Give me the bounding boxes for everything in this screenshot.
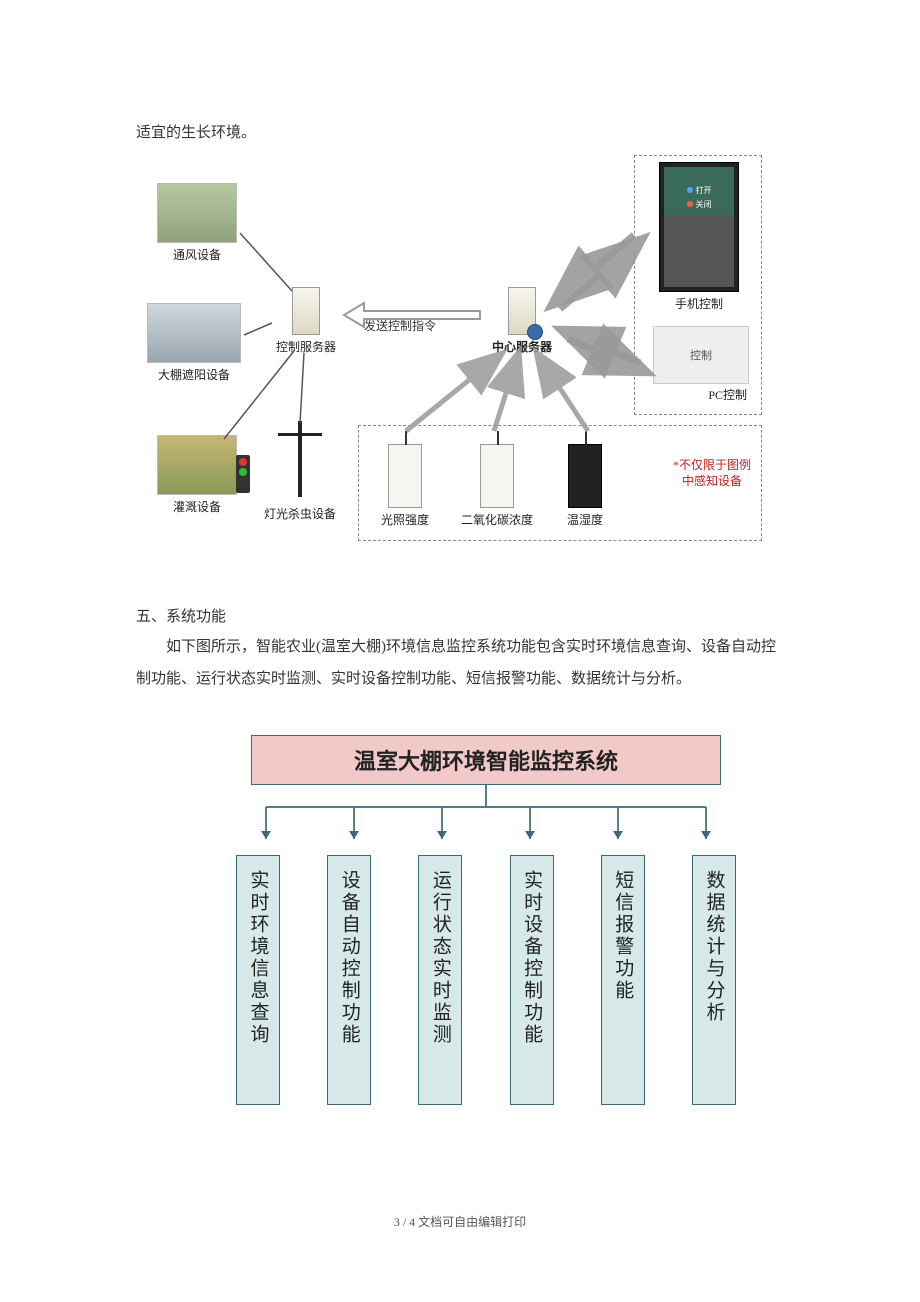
org-leaf-5: 数据统计与分析 bbox=[692, 855, 736, 1105]
org-leaf-2: 运行状态实时监测 bbox=[418, 855, 462, 1105]
sensors-group: 光照强度 二氧化碳浓度 温湿度 *不仅限于图例中感知设备 bbox=[358, 425, 762, 541]
node-co2-sensor: 二氧化碳浓度 bbox=[457, 444, 537, 528]
sensors-note: *不仅限于图例中感知设备 bbox=[673, 458, 751, 489]
label-phone-control: 手机控制 bbox=[653, 295, 745, 312]
label-center-server: 中心服务器 bbox=[484, 338, 560, 355]
org-leaf-1-label: 设备自动控制功能 bbox=[336, 870, 363, 1046]
node-temp-sensor: 温湿度 bbox=[555, 444, 615, 528]
node-pc: 控制 PC控制 bbox=[649, 326, 753, 403]
org-leaf-4: 短信报警功能 bbox=[601, 855, 645, 1105]
section-5: 五、系统功能 如下图所示，智能农业(温室大棚)环境信息监控系统功能包含实时环境信… bbox=[136, 605, 784, 695]
org-leaf-3-label: 实时设备控制功能 bbox=[518, 870, 545, 1046]
section-5-body: 如下图所示，智能农业(温室大棚)环境信息监控系统功能包含实时环境信息查询、设备自… bbox=[136, 632, 784, 695]
page-footer: 3 / 4 文档可自由编辑打印 bbox=[0, 1213, 920, 1230]
label-irrigation: 灌溉设备 bbox=[154, 498, 240, 515]
node-phone: 打开 关闭 手机控制 bbox=[653, 162, 745, 312]
label-pc-control: PC控制 bbox=[649, 386, 753, 403]
network-diagram: 通风设备 大棚遮阳设备 灌溉设备 灯光杀虫设备 控制服务器 bbox=[144, 155, 764, 545]
org-leaf-1: 设备自动控制功能 bbox=[327, 855, 371, 1105]
section-5-heading: 五、系统功能 bbox=[136, 605, 784, 626]
org-leaf-0-label: 实时环境信息查询 bbox=[245, 870, 272, 1046]
label-light-intensity: 光照强度 bbox=[375, 511, 435, 528]
footer-note: 文档可自由编辑打印 bbox=[418, 1215, 526, 1229]
phone-open: 打开 bbox=[696, 186, 712, 195]
node-lamp-pest: 灯光杀虫设备 bbox=[264, 421, 336, 522]
pc-keyword: 控制 bbox=[690, 347, 712, 363]
org-chart-title: 温室大棚环境智能监控系统 bbox=[251, 735, 721, 785]
traffic-light-icon bbox=[236, 455, 250, 493]
org-chart: 温室大棚环境智能监控系统 实时环境信息查询 bbox=[216, 735, 756, 1105]
org-leaf-4-label: 短信报警功能 bbox=[609, 870, 636, 1002]
label-shading: 大棚遮阳设备 bbox=[144, 366, 244, 383]
node-ventilation: 通风设备 bbox=[154, 183, 240, 263]
org-leaf-3: 实时设备控制功能 bbox=[510, 855, 554, 1105]
org-leaf-5-label: 数据统计与分析 bbox=[700, 870, 727, 1024]
label-ventilation: 通风设备 bbox=[154, 246, 240, 263]
org-leaf-0: 实时环境信息查询 bbox=[236, 855, 280, 1105]
footer-page: 3 / 4 bbox=[394, 1215, 415, 1229]
label-control-server: 控制服务器 bbox=[270, 338, 342, 355]
phone-close: 关闭 bbox=[696, 200, 712, 209]
node-center-server: 中心服务器 bbox=[484, 287, 560, 355]
node-shading: 大棚遮阳设备 bbox=[144, 303, 244, 383]
continuation-text: 适宜的生长环境。 bbox=[136, 120, 784, 147]
node-irrigation: 灌溉设备 bbox=[154, 435, 240, 515]
org-leaf-2-label: 运行状态实时监测 bbox=[427, 870, 454, 1046]
label-temp-humidity: 温湿度 bbox=[555, 511, 615, 528]
label-lamp-pest: 灯光杀虫设备 bbox=[264, 505, 336, 522]
label-co2: 二氧化碳浓度 bbox=[457, 511, 537, 528]
node-control-server: 控制服务器 bbox=[270, 287, 342, 355]
label-send-command: 发送控制指令 bbox=[364, 317, 436, 334]
org-chart-connectors bbox=[226, 785, 746, 855]
node-light-sensor: 光照强度 bbox=[375, 444, 435, 528]
control-clients-group: 打开 关闭 手机控制 控制 PC控制 bbox=[634, 155, 762, 415]
